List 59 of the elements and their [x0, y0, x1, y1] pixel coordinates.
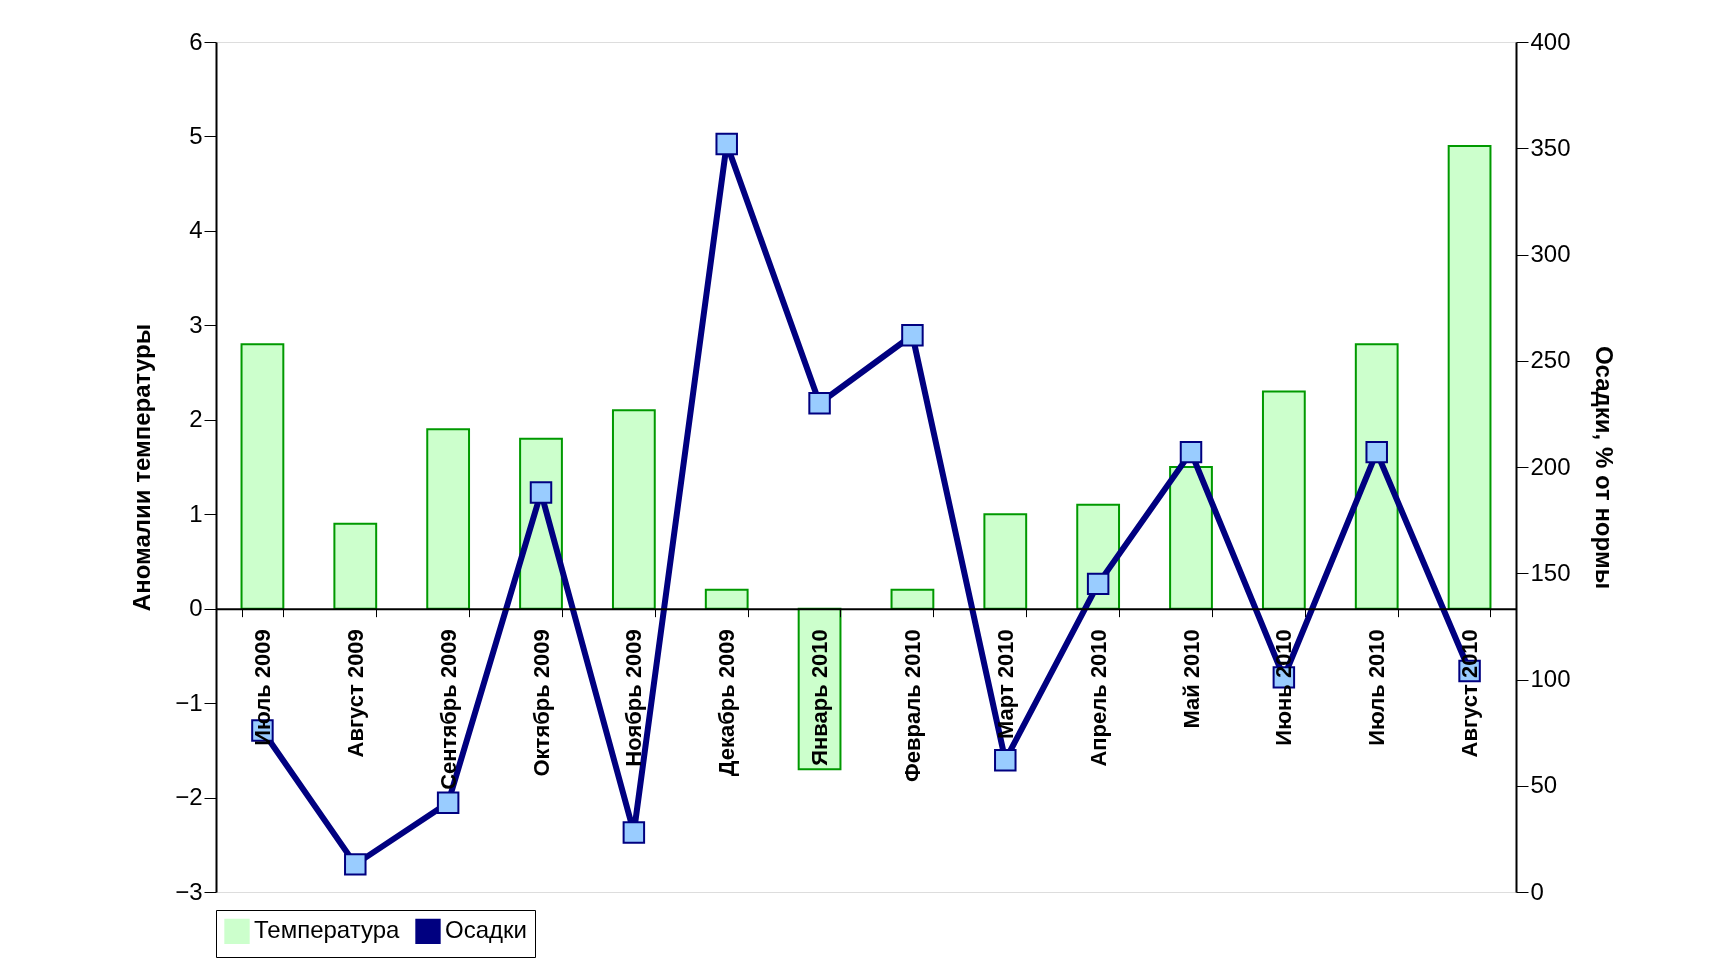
y2-tick-label: 50: [1530, 771, 1558, 799]
bar: [426, 428, 471, 610]
y-tick-label: 2: [189, 405, 203, 433]
y2-tick-label: 100: [1530, 665, 1571, 692]
y2-tick-label: 300: [1530, 240, 1571, 267]
x-tick-label: Июнь 2010: [1271, 629, 1297, 746]
y-tick-label: −2: [175, 783, 203, 811]
y-axis-title: Аномалии температуры: [128, 323, 156, 612]
x-tick-label: Декабрь 2009: [714, 629, 740, 777]
legend-label: Температура: [254, 916, 401, 944]
x-tick-label: Май 2010: [1178, 629, 1204, 729]
y-tick-label: −1: [175, 688, 203, 716]
point: [1179, 440, 1203, 464]
bar: [240, 343, 285, 610]
y2-tick-label: 350: [1530, 133, 1571, 161]
bar: [1447, 144, 1492, 610]
x-tick-label: Январь 2010: [807, 629, 833, 766]
point: [344, 853, 367, 876]
x-tick-label: Июль 2010: [1364, 629, 1390, 746]
y2-tick-label: 250: [1530, 346, 1571, 374]
point: [1086, 572, 1110, 596]
bar: [704, 588, 749, 610]
x-tick-label: Сентябрь 2009: [435, 629, 461, 790]
point: [808, 392, 831, 415]
point: [994, 749, 1017, 772]
y2-tick-label: 150: [1530, 558, 1571, 586]
y-tick-label: 0: [189, 594, 203, 622]
bar: [890, 588, 935, 610]
y-tick-label: 1: [189, 499, 203, 527]
y-tick-label: 4: [189, 216, 203, 244]
x-tick-label: Апрель 2010: [1085, 629, 1111, 767]
bar: [333, 522, 378, 610]
y-tick-label: 6: [189, 27, 203, 55]
legend-label: Осадки: [445, 916, 527, 944]
bar: [611, 409, 656, 610]
bar: [1354, 343, 1399, 610]
point: [1365, 440, 1388, 464]
y2-tick-label: 0: [1530, 877, 1544, 905]
y2-tick-label: 400: [1530, 27, 1571, 55]
x-tick-label: Август 2009: [342, 629, 368, 758]
bar: [1261, 390, 1306, 610]
point: [436, 791, 460, 814]
y-tick-label: 5: [189, 121, 203, 149]
y-tick-label: −3: [175, 877, 203, 905]
x-tick-label: Февраль 2010: [899, 629, 925, 782]
x-tick-label: Март 2010: [992, 629, 1018, 739]
point: [715, 132, 738, 156]
y-tick-label: 3: [189, 310, 203, 338]
point: [622, 821, 646, 844]
y2-axis-title: Осадки, % от нормы: [1590, 345, 1618, 590]
x-tick-label: Ноябрь 2009: [621, 629, 647, 767]
point: [901, 324, 924, 347]
x-tick-label: Июль 2009: [249, 629, 275, 746]
x-tick-label: Август 2010: [1457, 629, 1483, 758]
y2-tick-label: 200: [1530, 452, 1571, 480]
bar: [1169, 466, 1213, 610]
x-tick-label: Октябрь 2009: [528, 629, 554, 777]
bar: [983, 513, 1028, 610]
point: [529, 481, 553, 504]
